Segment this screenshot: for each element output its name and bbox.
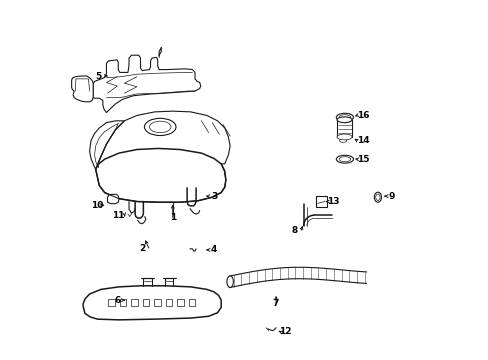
Ellipse shape <box>336 134 351 140</box>
Ellipse shape <box>339 115 350 120</box>
Text: 9: 9 <box>387 192 394 201</box>
Text: 6: 6 <box>114 296 120 305</box>
Polygon shape <box>336 120 351 137</box>
Ellipse shape <box>144 118 176 135</box>
Ellipse shape <box>336 155 353 163</box>
Polygon shape <box>89 121 124 169</box>
Ellipse shape <box>336 113 353 121</box>
Text: 13: 13 <box>326 197 339 206</box>
Text: 3: 3 <box>210 192 217 201</box>
FancyBboxPatch shape <box>315 197 326 207</box>
Polygon shape <box>131 299 137 306</box>
Polygon shape <box>107 194 119 204</box>
Ellipse shape <box>375 194 379 201</box>
Text: 11: 11 <box>112 211 124 220</box>
Polygon shape <box>165 299 172 306</box>
Polygon shape <box>142 299 149 306</box>
Ellipse shape <box>336 117 351 123</box>
Text: 2: 2 <box>139 244 145 253</box>
Text: 14: 14 <box>357 136 369 145</box>
Polygon shape <box>154 299 160 306</box>
Text: 7: 7 <box>272 299 279 308</box>
Text: 16: 16 <box>357 111 369 120</box>
Text: 8: 8 <box>291 226 297 235</box>
Text: 10: 10 <box>90 201 103 210</box>
Polygon shape <box>120 299 126 306</box>
Text: 4: 4 <box>210 246 217 255</box>
Text: 15: 15 <box>357 155 369 164</box>
Ellipse shape <box>339 139 346 142</box>
Text: 5: 5 <box>95 72 101 81</box>
Ellipse shape <box>339 157 350 162</box>
Polygon shape <box>72 76 93 102</box>
Polygon shape <box>83 286 221 320</box>
Polygon shape <box>177 299 183 306</box>
Text: 12: 12 <box>279 327 291 336</box>
Ellipse shape <box>149 121 171 133</box>
Polygon shape <box>108 299 115 306</box>
Ellipse shape <box>226 276 233 287</box>
Polygon shape <box>188 299 195 306</box>
Polygon shape <box>96 148 225 202</box>
Ellipse shape <box>373 192 381 202</box>
Text: 1: 1 <box>169 213 176 222</box>
Polygon shape <box>93 55 201 113</box>
